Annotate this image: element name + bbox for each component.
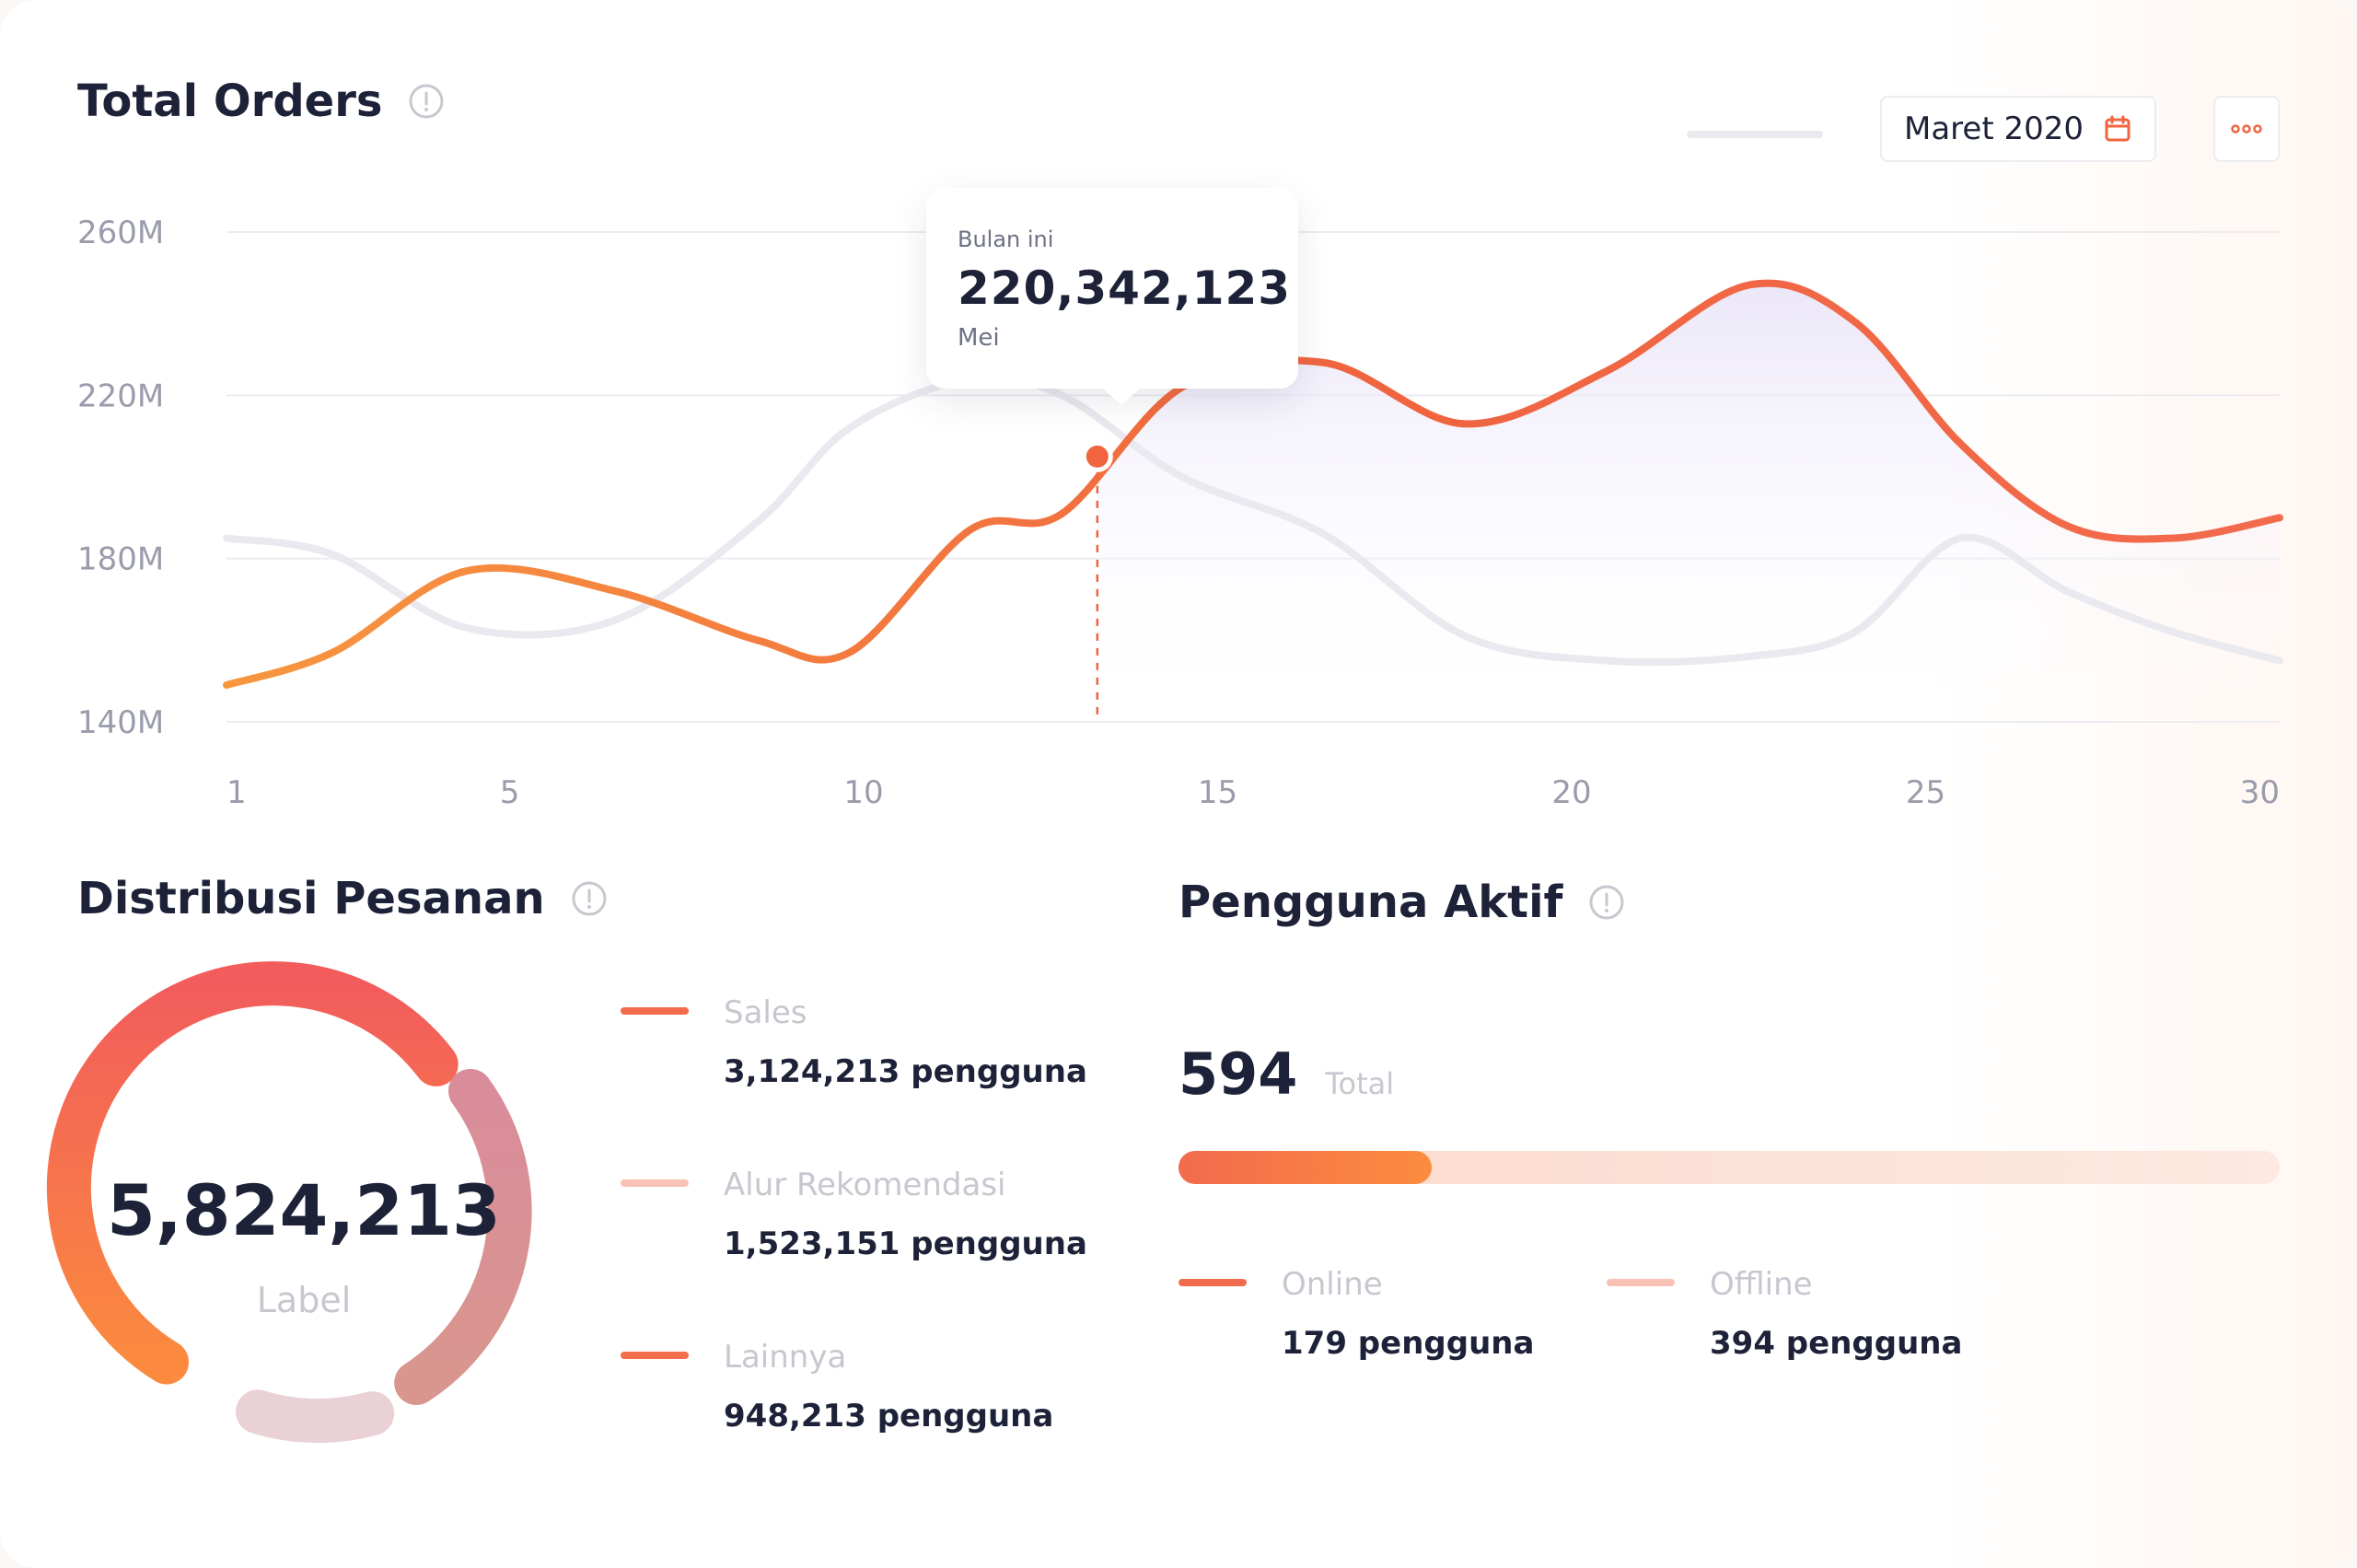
legend-swatch <box>1178 1279 1247 1286</box>
legend-name: Online <box>1282 1266 1383 1303</box>
more-options-button[interactable] <box>2213 96 2280 162</box>
distribusi-title-text: Distribusi Pesanan <box>77 873 545 924</box>
distribusi-title: Distribusi Pesanan <box>77 873 608 924</box>
donut-total-label: Label <box>256 1280 352 1320</box>
highlight-point <box>1086 445 1109 468</box>
x-tick-label: 25 <box>1906 774 1945 811</box>
donut-chart <box>46 961 532 1444</box>
active-users-progress <box>1178 1151 2280 1184</box>
x-tick-label: 10 <box>843 774 883 811</box>
highlight-area <box>1097 283 2280 722</box>
y-tick-label: 260M <box>77 215 164 251</box>
legend-name: Alur Rekomendasi <box>724 1167 1006 1203</box>
legend-swatch <box>1607 1279 1675 1286</box>
calendar-icon <box>2105 115 2131 142</box>
tooltip-month: Mei <box>958 324 1000 352</box>
legend-swatch <box>621 1007 689 1015</box>
legend-value: 3,124,213 pengguna <box>724 1053 1087 1090</box>
pengguna-aktif-title-text: Pengguna Aktif <box>1178 877 1563 928</box>
legend-value: 948,213 pengguna <box>724 1398 1054 1434</box>
tooltip-value: 220,342,123 <box>958 261 1292 315</box>
date-picker[interactable]: Maret 2020 <box>1880 96 2156 162</box>
series-legend-line <box>1687 131 1823 138</box>
active-users-label: Total <box>1325 1066 1395 1101</box>
chart-tooltip: Bulan ini 220,342,123 Mei <box>926 188 1298 405</box>
active-users-progress-fill <box>1178 1151 1433 1184</box>
total-orders-title-text: Total Orders <box>77 75 383 127</box>
legend-swatch <box>621 1179 689 1187</box>
series-secondary-line <box>223 373 2283 667</box>
active-users-number: 594 <box>1178 1040 1298 1108</box>
y-tick-label: 220M <box>77 377 164 414</box>
y-tick-label: 140M <box>77 704 164 741</box>
legend-name: Offline <box>1710 1266 1813 1303</box>
total-orders-title: Total Orders <box>77 75 445 127</box>
donut-segment-lainnya[interactable] <box>236 1389 395 1444</box>
donut-segment-sales[interactable] <box>46 961 459 1385</box>
x-tick-label: 20 <box>1551 774 1591 811</box>
tooltip-label: Bulan ini <box>958 226 1054 252</box>
legend-value: 394 pengguna <box>1710 1325 1963 1362</box>
date-picker-value: Maret 2020 <box>1904 110 2084 147</box>
pengguna-aktif-title: Pengguna Aktif <box>1178 877 1625 928</box>
x-tick-label: 15 <box>1198 774 1237 811</box>
legend-value: 179 pengguna <box>1282 1325 1535 1362</box>
y-tick-label: 180M <box>77 541 164 578</box>
x-tick-label: 30 <box>2240 774 2280 811</box>
info-circle-icon[interactable] <box>408 83 445 120</box>
x-tick-label: 5 <box>500 774 520 811</box>
more-horizontal-icon <box>2231 124 2262 134</box>
active-users-total: 594 Total <box>1178 1040 1394 1108</box>
info-circle-icon[interactable] <box>571 880 608 917</box>
donut-segment-alur[interactable] <box>394 1068 532 1405</box>
legend-name: Lainnya <box>724 1339 847 1376</box>
x-tick-label: 1 <box>226 774 247 811</box>
info-circle-icon[interactable] <box>1588 884 1625 921</box>
donut-total-value: 5,824,213 <box>107 1169 501 1251</box>
legend-value: 1,523,151 pengguna <box>724 1225 1087 1262</box>
legend-name: Sales <box>724 994 807 1031</box>
legend-swatch <box>621 1352 689 1359</box>
